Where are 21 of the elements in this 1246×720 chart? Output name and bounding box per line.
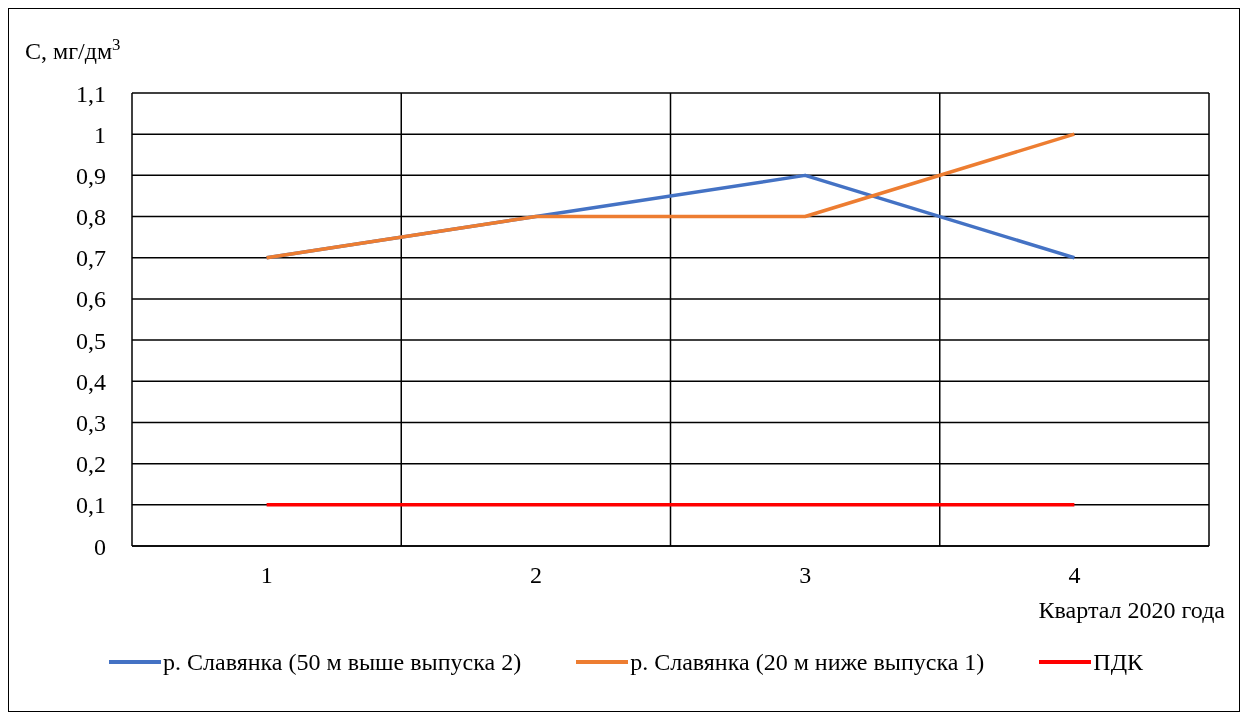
legend-label: р. Славянка (50 м выше выпуска 2)	[163, 649, 522, 675]
y-tick-label: 0,4	[76, 368, 106, 395]
x-tick-label: 2	[529, 562, 542, 589]
legend-label: ПДК	[1093, 649, 1144, 675]
y-tick-label: 0,9	[76, 162, 106, 189]
y-tick-label: 0,8	[76, 204, 106, 231]
x-tick-label: 1	[260, 562, 273, 589]
y-tick-label: 0	[94, 533, 106, 560]
x-tick-label: 3	[799, 562, 812, 589]
y-tick-label: 1,1	[76, 80, 106, 107]
y-tick-label: 0,5	[76, 327, 106, 354]
y-tick-label: 0,6	[76, 286, 106, 313]
y-tick-label: 0,3	[76, 409, 106, 436]
x-axis-title: Квартал 2020 года	[1038, 597, 1225, 624]
y-axis-title: C, мг/дм$^{3}$	[25, 34, 121, 64]
y-tick-label: 0,2	[76, 451, 106, 478]
x-tick-label: 4	[1068, 562, 1081, 589]
y-tick-label: 1	[94, 121, 106, 148]
y-tick-label: 0,1	[76, 492, 106, 519]
legend-label: р. Славянка (20 м ниже выпуска 1)	[630, 649, 985, 675]
y-tick-label: 0,7	[76, 245, 106, 272]
